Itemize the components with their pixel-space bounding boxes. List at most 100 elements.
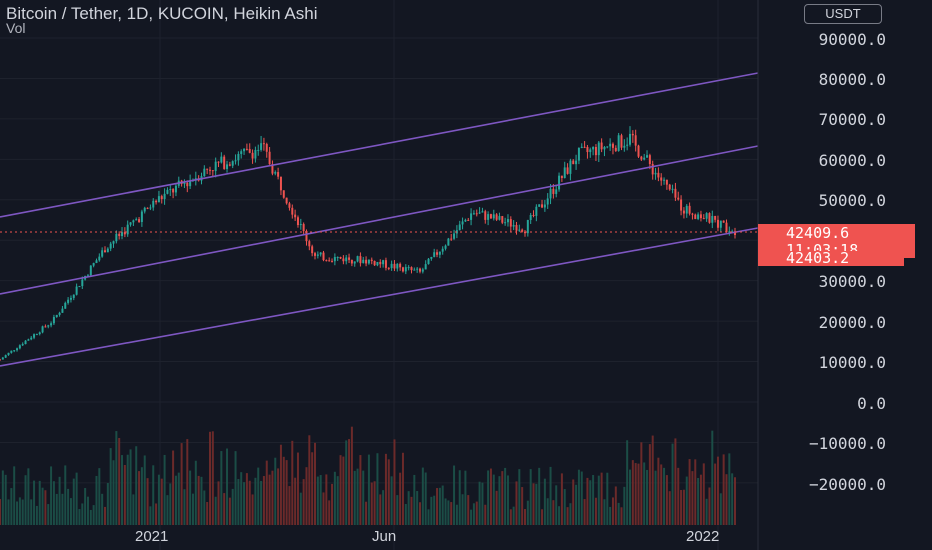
candle-body bbox=[282, 190, 285, 198]
volume-bar bbox=[260, 480, 263, 525]
candle-body bbox=[0, 359, 1, 361]
volume-bar bbox=[583, 499, 586, 525]
candle-body bbox=[138, 219, 141, 222]
volume-bar bbox=[277, 468, 280, 525]
candle-body bbox=[583, 146, 586, 148]
candle-body bbox=[589, 149, 592, 153]
candle-body bbox=[163, 193, 166, 200]
volume-bar bbox=[129, 449, 132, 525]
candle-body bbox=[674, 188, 677, 198]
volume-bar bbox=[504, 467, 507, 525]
candle-body bbox=[430, 256, 433, 259]
volume-bar bbox=[194, 460, 197, 525]
volume-bar bbox=[214, 496, 217, 525]
candle-body bbox=[296, 217, 299, 226]
y-tick-label: 20000.0 bbox=[818, 313, 886, 332]
volume-bar bbox=[180, 443, 183, 525]
volume-bar bbox=[623, 486, 626, 525]
volume-bar bbox=[118, 437, 121, 525]
candle-body bbox=[629, 133, 631, 145]
candle-body bbox=[575, 160, 578, 165]
volume-bar bbox=[33, 480, 36, 525]
volume-bar bbox=[376, 453, 379, 525]
volume-bar bbox=[691, 471, 694, 525]
volume-bar bbox=[189, 470, 192, 525]
y-tick-label: 70000.0 bbox=[818, 110, 886, 129]
candle-body bbox=[586, 146, 589, 153]
chart-title[interactable]: Bitcoin / Tether, 1D, KUCOIN, Heikin Ash… bbox=[6, 4, 318, 23]
volume-bar bbox=[475, 501, 478, 525]
volume-bar bbox=[401, 452, 404, 525]
candle-body bbox=[552, 188, 555, 194]
candle-body bbox=[353, 261, 356, 264]
volume-bar bbox=[0, 499, 1, 525]
volume-bar bbox=[577, 469, 580, 525]
volume-bar bbox=[163, 454, 166, 525]
volume-bar bbox=[169, 483, 172, 525]
volume-bar bbox=[532, 483, 535, 525]
volume-bar bbox=[35, 505, 38, 525]
volume-bar bbox=[640, 442, 643, 525]
volume-bar bbox=[458, 470, 461, 525]
volume-bar bbox=[453, 465, 456, 525]
y-tick-label: 30000.0 bbox=[818, 272, 886, 291]
volume-bar bbox=[38, 480, 41, 525]
volume-bar bbox=[254, 477, 257, 525]
volume-bar bbox=[126, 454, 129, 525]
candle-body bbox=[660, 177, 663, 181]
candle-body bbox=[379, 261, 382, 265]
currency-button[interactable]: USDT bbox=[804, 4, 882, 24]
volume-bar bbox=[353, 470, 356, 525]
candle-body bbox=[558, 175, 561, 190]
candle-body bbox=[719, 220, 722, 228]
volume-bar bbox=[279, 444, 282, 525]
candle-body bbox=[421, 269, 424, 272]
y-tick-label: 90000.0 bbox=[818, 30, 886, 49]
candles bbox=[0, 126, 736, 361]
candle-body bbox=[132, 220, 135, 223]
candle-body bbox=[166, 189, 169, 194]
candle-body bbox=[515, 225, 518, 231]
candle-body bbox=[44, 326, 47, 328]
volume-bar bbox=[245, 473, 248, 525]
volume-bar bbox=[501, 471, 504, 525]
candle-body bbox=[509, 219, 512, 227]
volume-indicator-label[interactable]: Vol bbox=[6, 20, 26, 36]
volume-bar bbox=[441, 485, 444, 525]
volume-bar bbox=[104, 506, 106, 525]
candle-body bbox=[95, 260, 98, 264]
candle-body bbox=[433, 252, 436, 257]
volume-bar bbox=[223, 493, 226, 525]
volume-bar bbox=[526, 500, 529, 525]
volume-bar bbox=[594, 497, 597, 525]
volume-bar bbox=[492, 474, 495, 525]
candle-body bbox=[277, 172, 280, 177]
volume-bar bbox=[86, 496, 89, 525]
candle-body bbox=[682, 210, 685, 214]
volume-bar bbox=[470, 509, 473, 525]
volume-bar bbox=[282, 456, 285, 525]
volume-bar bbox=[677, 467, 680, 525]
candle-body bbox=[41, 326, 44, 333]
volume-bar bbox=[518, 469, 521, 525]
volume-bar bbox=[152, 465, 155, 525]
volume-bar bbox=[682, 489, 685, 525]
volume-bar bbox=[634, 463, 637, 525]
volume-bar bbox=[27, 468, 30, 525]
candle-body bbox=[38, 332, 41, 335]
volume-bar bbox=[211, 431, 214, 525]
candle-body bbox=[169, 189, 172, 191]
candle-body bbox=[183, 182, 186, 185]
candle-body bbox=[620, 135, 623, 148]
candle-body bbox=[345, 257, 348, 262]
candle-body bbox=[67, 299, 70, 303]
candle-body bbox=[217, 161, 220, 163]
candle-body bbox=[725, 222, 728, 233]
volume-bar bbox=[705, 498, 708, 525]
candle-body bbox=[203, 168, 206, 177]
candle-body bbox=[129, 222, 132, 225]
volume-bar bbox=[13, 466, 16, 525]
candle-body bbox=[569, 160, 572, 174]
candle-body bbox=[98, 256, 101, 261]
